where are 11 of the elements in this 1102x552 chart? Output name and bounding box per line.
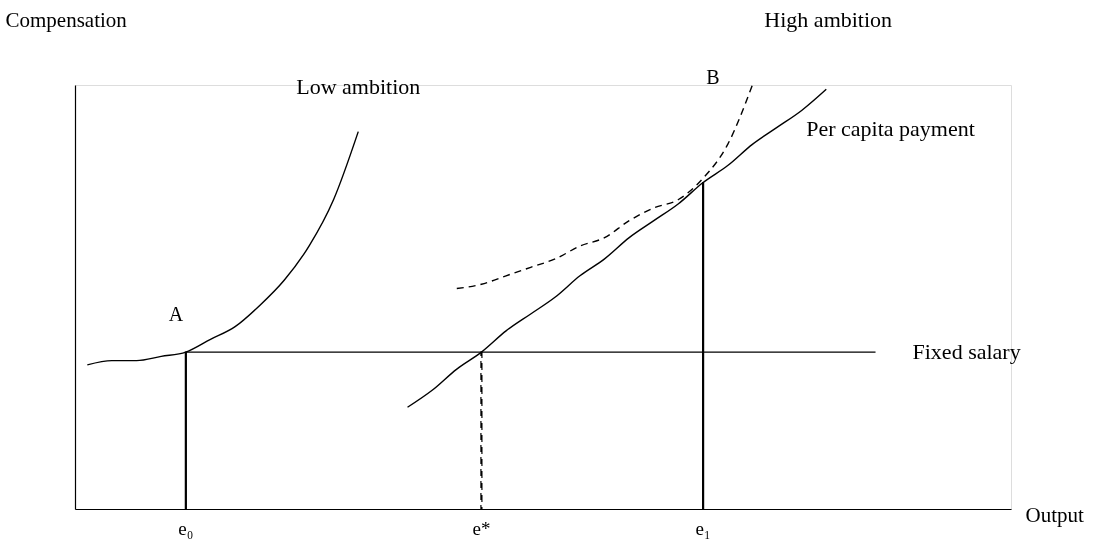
x-tick-label: e* bbox=[472, 517, 491, 539]
annotation: A bbox=[168, 303, 184, 325]
x-tick-label: e₁ bbox=[695, 517, 711, 539]
y-axis-title: Compensation bbox=[5, 7, 128, 32]
x-tick-label: e₀ bbox=[178, 517, 194, 539]
text: High ambition bbox=[764, 7, 893, 32]
x-axis-title: Output bbox=[1025, 502, 1084, 527]
series-label: Per capita payment bbox=[806, 116, 975, 142]
text: Low ambition bbox=[296, 73, 421, 99]
series-label: Fixed salary bbox=[912, 339, 1021, 365]
annotation: B bbox=[706, 66, 720, 88]
